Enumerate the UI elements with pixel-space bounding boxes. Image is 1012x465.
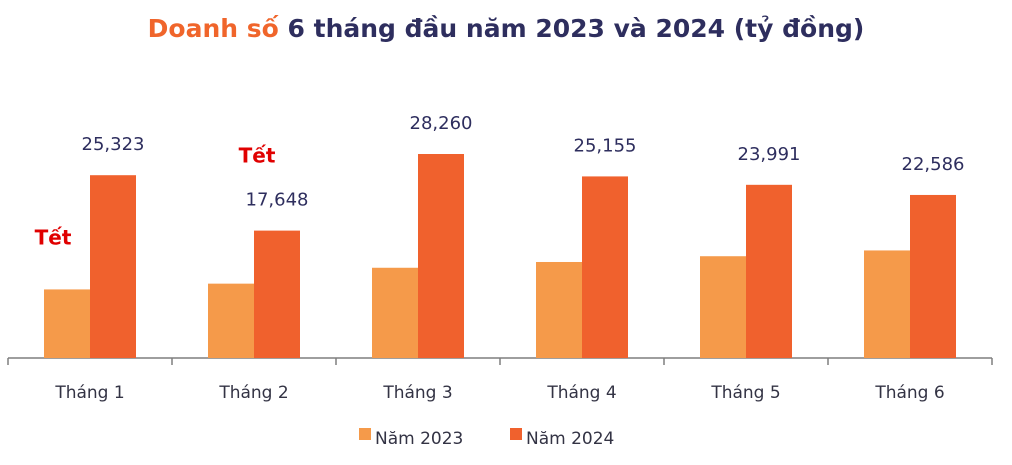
bar-2024-2 <box>254 230 300 358</box>
x-tick-label: Tháng 5 <box>710 383 780 403</box>
annotation-tet: Tết <box>239 144 276 168</box>
bar-2023-1 <box>44 289 90 358</box>
x-tick-label: Tháng 2 <box>218 383 288 403</box>
data-label-2024-2: 17,648 <box>246 190 309 211</box>
bar-2023-6 <box>864 250 910 358</box>
x-tick-label: Tháng 4 <box>546 383 616 403</box>
data-label-2024-1: 25,323 <box>82 134 145 155</box>
bar-2024-3 <box>418 154 464 358</box>
bar-2023-5 <box>700 256 746 358</box>
x-tick-label: Tháng 1 <box>54 383 124 403</box>
bar-2024-6 <box>910 194 956 358</box>
bar-2023-2 <box>208 283 254 358</box>
legend-label-2023: Năm 2023 <box>375 429 463 449</box>
legend-swatch-2023 <box>359 428 371 440</box>
bar-2024-4 <box>582 176 628 358</box>
data-label-2024-6: 22,586 <box>902 154 965 175</box>
x-tick-label: Tháng 6 <box>874 383 944 403</box>
data-label-2024-3: 28,260 <box>410 113 473 134</box>
bar-2024-5 <box>746 184 792 358</box>
legend-label-2024: Năm 2024 <box>526 429 614 449</box>
chart-title: Doanh số 6 tháng đầu năm 2023 và 2024 (t… <box>0 14 1012 43</box>
bar-2023-4 <box>536 261 582 358</box>
chart-title-rest: 6 tháng đầu năm 2023 và 2024 (tỷ đồng) <box>278 14 865 43</box>
data-label-2024-4: 25,155 <box>574 135 637 156</box>
chart-title-accent: Doanh số <box>147 14 279 43</box>
x-tick-label: Tháng 3 <box>382 383 452 403</box>
bar-2023-3 <box>372 267 418 358</box>
annotation-tet: Tết <box>35 225 72 249</box>
bar-2024-1 <box>90 175 136 358</box>
data-label-2024-5: 23,991 <box>738 144 801 165</box>
legend-swatch-2024 <box>510 428 522 440</box>
